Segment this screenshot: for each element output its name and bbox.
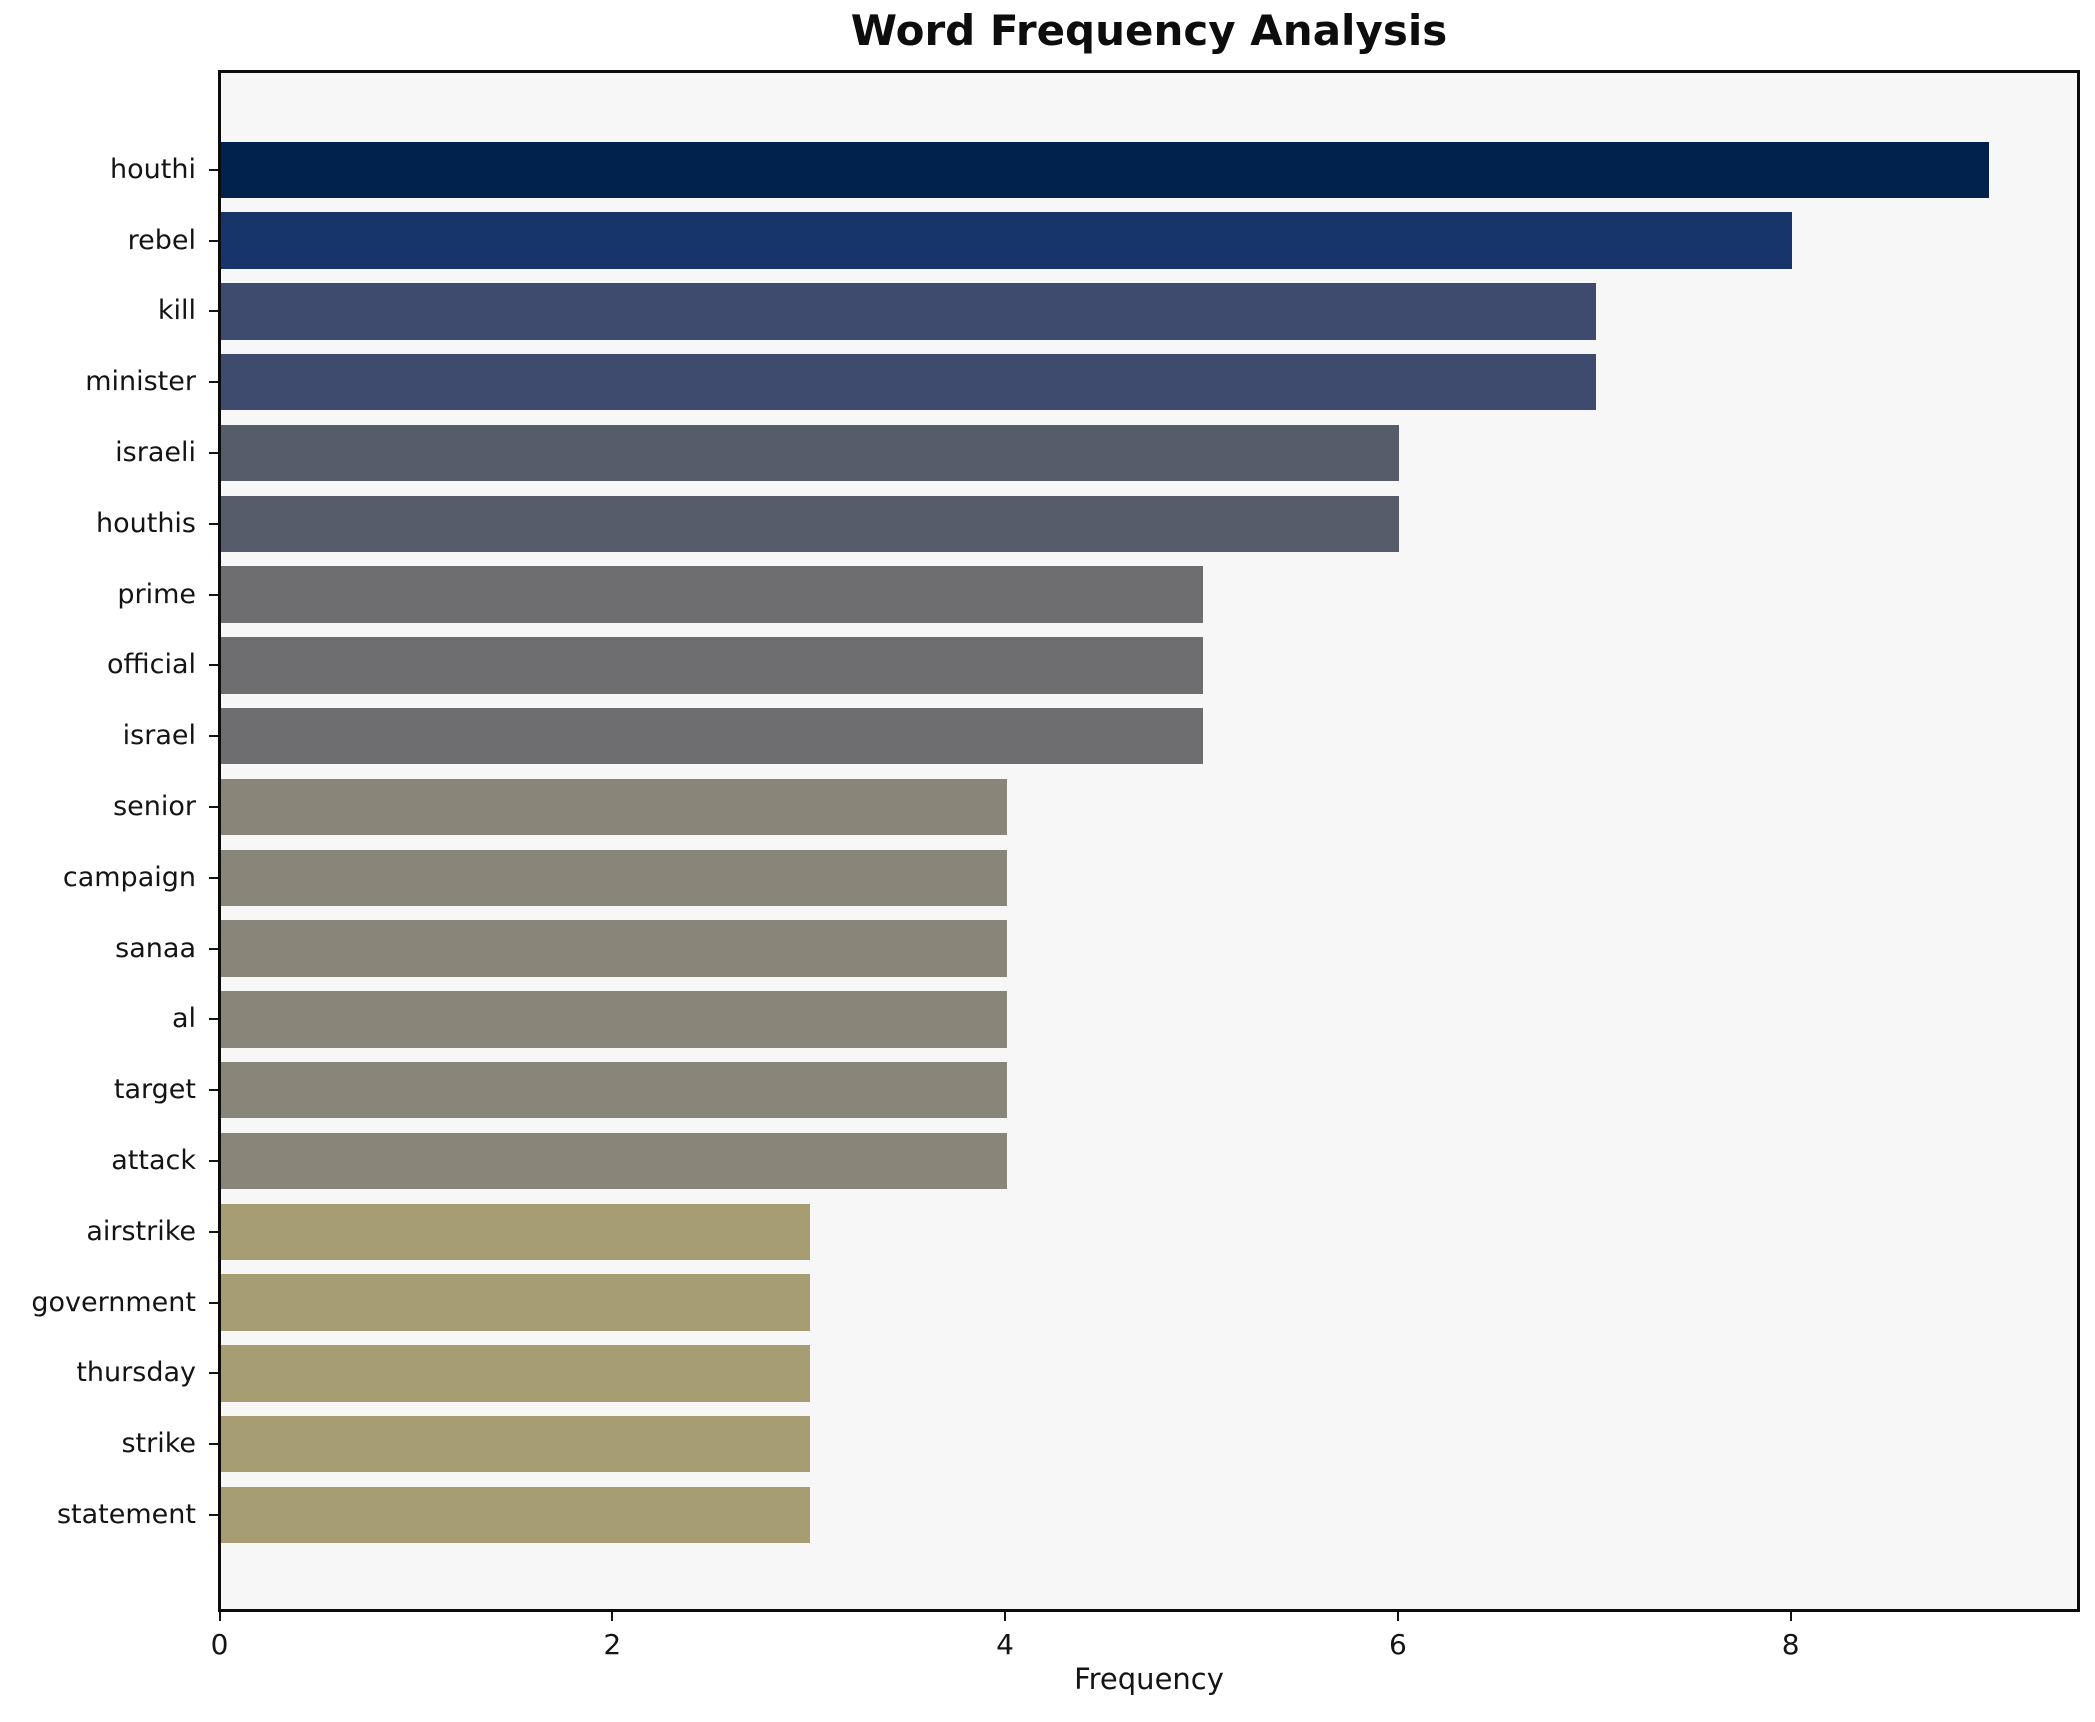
y-tick-mark [209, 947, 218, 950]
y-tick-mark [209, 1372, 218, 1375]
bar [221, 141, 1989, 199]
chart-title: Word Frequency Analysis [850, 6, 1448, 55]
x-tick-mark [218, 1612, 221, 1621]
y-tick-mark [209, 1230, 218, 1233]
bar [221, 637, 1203, 694]
y-tick-mark [209, 1514, 218, 1516]
y-tick-label: campaign [62, 861, 196, 893]
bar [221, 849, 1007, 907]
bar [221, 1061, 1007, 1119]
x-tick-label: 8 [1781, 1628, 1800, 1661]
y-tick-mark [209, 310, 218, 313]
y-tick-label: thursday [76, 1357, 196, 1389]
y-tick-label: airstrike [86, 1215, 196, 1247]
y-tick-mark [209, 522, 218, 525]
bar [221, 778, 1007, 836]
y-tick-mark [209, 806, 218, 808]
y-tick-label: statement [56, 1499, 196, 1530]
y-tick-mark [209, 1160, 218, 1162]
x-tick-label: 4 [996, 1628, 1014, 1661]
bar [221, 424, 1400, 482]
y-tick-mark [209, 452, 218, 454]
bar [221, 1203, 811, 1261]
x-axis-label: Frequency [1074, 1662, 1224, 1696]
y-tick-mark [209, 1443, 218, 1446]
y-tick-label: senior [113, 791, 196, 822]
y-tick-label: prime [117, 578, 196, 610]
y-tick-label: israeli [115, 437, 196, 468]
bar [221, 212, 1793, 269]
y-tick-label: official [106, 649, 196, 681]
x-tick-mark [611, 1612, 614, 1621]
y-tick-mark [209, 168, 218, 171]
bar [221, 707, 1203, 765]
y-tick-mark [209, 735, 218, 738]
y-tick-mark [209, 1018, 218, 1021]
bar [221, 1132, 1007, 1190]
bar [221, 1274, 811, 1331]
y-tick-label: minister [85, 366, 196, 398]
plot-area [218, 70, 2080, 1612]
y-tick-label: kill [157, 295, 196, 327]
y-tick-label: target [113, 1074, 196, 1106]
y-tick-mark [209, 664, 218, 667]
x-tick-label: 6 [1388, 1628, 1407, 1661]
y-tick-mark [209, 239, 218, 242]
y-tick-label: israel [122, 720, 196, 752]
y-tick-label: government [31, 1286, 196, 1318]
y-tick-label: strike [121, 1428, 196, 1460]
bar [221, 1486, 811, 1544]
bar [221, 353, 1596, 411]
bar [221, 920, 1007, 977]
bar [221, 566, 1203, 623]
y-tick-label: houthi [110, 153, 196, 185]
y-tick-mark [209, 381, 218, 384]
x-tick-label: 2 [603, 1628, 622, 1661]
bars-container [221, 73, 2077, 1609]
y-tick-label: houthis [95, 507, 196, 539]
bar [221, 495, 1400, 553]
x-tick-mark [1396, 1612, 1399, 1621]
bar [221, 283, 1596, 340]
bar [221, 991, 1007, 1048]
y-tick-label: rebel [127, 224, 196, 256]
y-tick-mark [209, 1301, 218, 1304]
y-tick-mark [209, 1089, 218, 1092]
y-tick-mark [209, 876, 218, 879]
x-tick-mark [1789, 1612, 1792, 1621]
x-tick-label: 0 [210, 1628, 229, 1661]
y-tick-label: al [171, 1003, 196, 1035]
x-tick-mark [1004, 1612, 1007, 1621]
y-tick-mark [209, 593, 218, 596]
y-tick-label: sanaa [115, 932, 196, 964]
y-tick-label: attack [111, 1145, 196, 1176]
bar [221, 1415, 811, 1473]
bar [221, 1345, 811, 1402]
